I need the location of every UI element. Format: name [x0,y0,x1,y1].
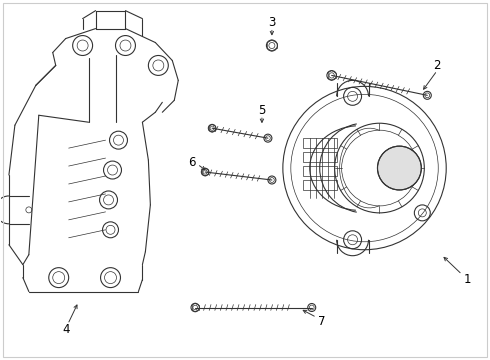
Text: 2: 2 [434,59,441,72]
Text: 7: 7 [318,315,325,328]
Text: 4: 4 [62,323,70,336]
Bar [303,166,337,176]
Text: 3: 3 [268,16,275,29]
Text: 6: 6 [189,156,196,168]
Bar [303,152,337,162]
Text: 5: 5 [258,104,266,117]
Bar [303,180,337,190]
Text: 1: 1 [464,273,471,286]
Circle shape [377,146,421,190]
Bar [303,138,337,148]
